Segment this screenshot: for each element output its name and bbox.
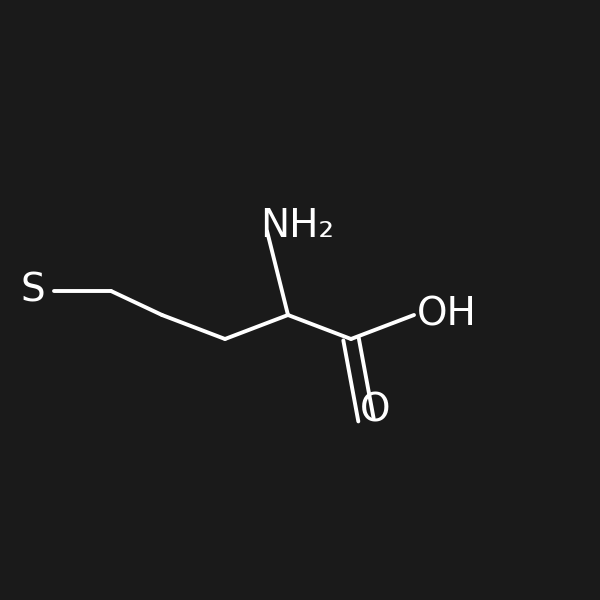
Text: O: O [360,391,390,429]
Text: NH₂: NH₂ [260,207,334,245]
Text: S: S [20,272,45,310]
Text: OH: OH [417,296,477,334]
